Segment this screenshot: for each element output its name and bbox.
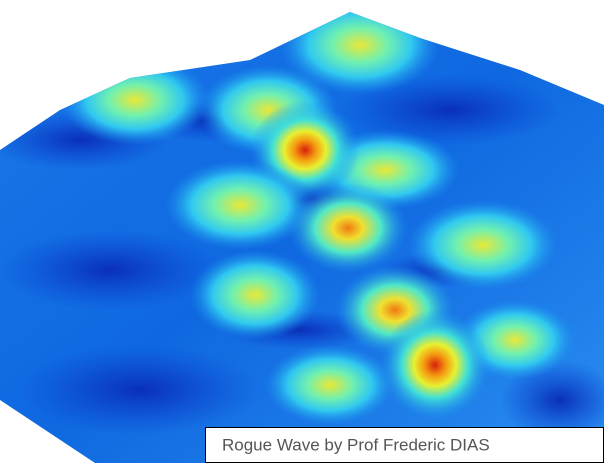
rogue-wave-image: Rogue Wave by Prof Frederic DIAS	[0, 0, 604, 463]
caption: Rogue Wave by Prof Frederic DIAS	[222, 435, 490, 454]
surface	[0, 0, 604, 463]
page: Rogue Wave by Prof Frederic DIAS (() => …	[0, 0, 604, 463]
